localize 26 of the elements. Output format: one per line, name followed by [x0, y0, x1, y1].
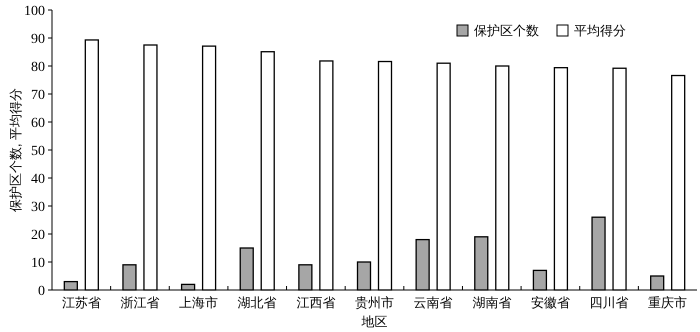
- x-tick-label: 浙江省: [120, 295, 160, 310]
- y-tick-label: 70: [31, 88, 45, 103]
- y-tick-label: 30: [31, 200, 45, 215]
- y-tick-label: 100: [24, 4, 45, 19]
- x-tick-label: 湖北省: [238, 295, 277, 310]
- x-tick-label: 重庆市: [648, 295, 688, 310]
- x-tick-label: 安徽省: [530, 295, 570, 310]
- y-axis-title: 保护区个数, 平均得分: [8, 88, 23, 212]
- x-axis-title: 地区: [360, 314, 388, 329]
- x-tick-label: 江苏省: [62, 295, 101, 310]
- y-tick-label: 50: [31, 144, 45, 159]
- y-tick-label: 60: [31, 116, 45, 131]
- x-tick-label: 贵州市: [355, 295, 394, 310]
- x-tick-label: 上海市: [179, 295, 218, 310]
- legend-label: 保护区个数: [474, 23, 539, 38]
- x-tick-label: 四川省: [590, 295, 629, 310]
- y-tick-label: 80: [31, 60, 45, 75]
- y-tick-label: 20: [31, 228, 45, 243]
- y-tick-label: 0: [38, 284, 45, 299]
- x-tick-label: 湖南省: [472, 295, 512, 310]
- x-tick-label: 云南省: [414, 295, 453, 310]
- legend-label: 平均得分: [574, 23, 626, 38]
- y-tick-label: 40: [31, 172, 45, 187]
- y-tick-label: 90: [31, 32, 45, 47]
- x-tick-label: 江西省: [296, 295, 336, 310]
- y-tick-label: 10: [31, 256, 45, 271]
